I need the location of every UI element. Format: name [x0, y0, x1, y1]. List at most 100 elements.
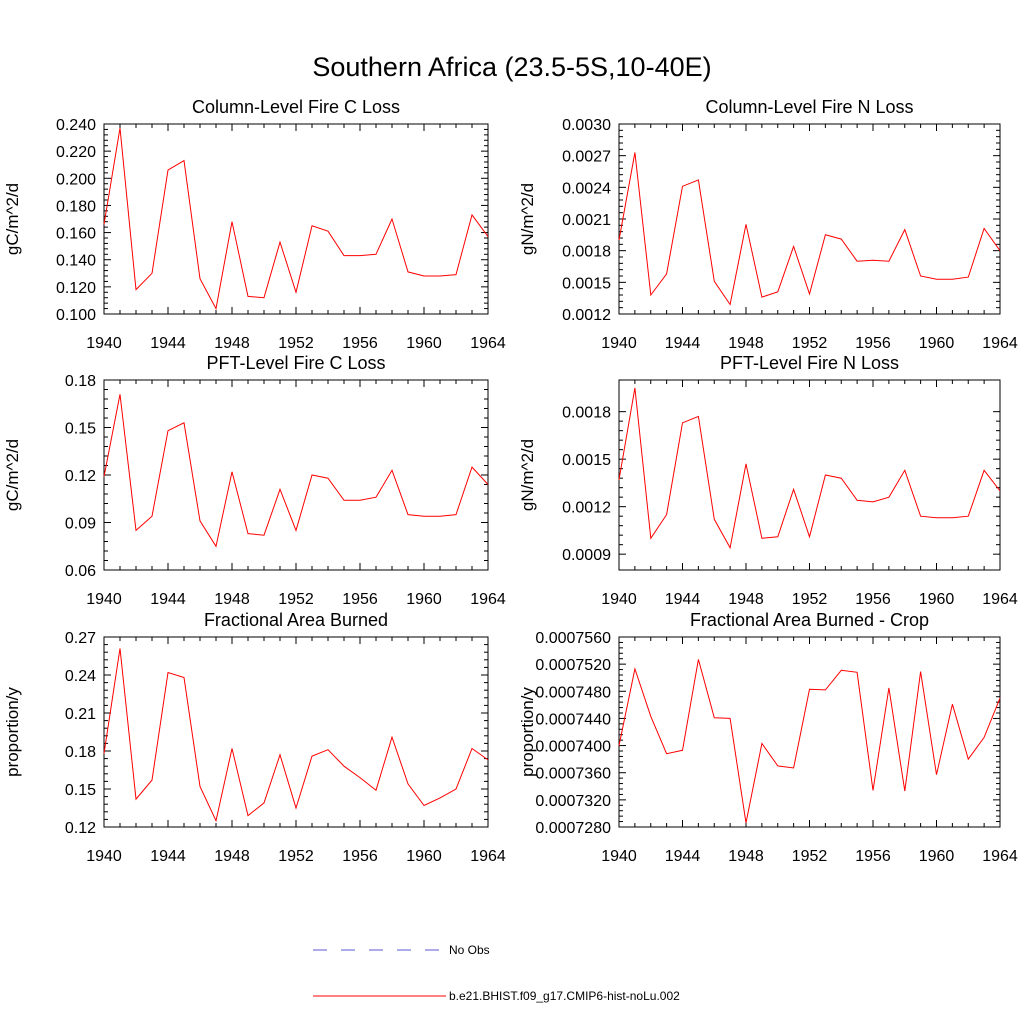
x-tick-label: 1952: [792, 335, 828, 352]
y-tick-label: 0.18: [65, 744, 96, 761]
y-axis-label: proportion/y: [518, 687, 537, 777]
y-tick-label: 0.240: [56, 117, 96, 134]
x-tick-label: 1940: [86, 848, 122, 865]
x-tick-label: 1956: [342, 335, 378, 352]
y-tick-label: 0.180: [56, 198, 96, 215]
x-tick-label: 1948: [214, 848, 250, 865]
x-tick-label: 1944: [150, 848, 186, 865]
panel-title: Fractional Area Burned: [204, 610, 388, 630]
y-tick-label: 0.0007480: [535, 684, 611, 701]
x-tick-label: 1944: [150, 591, 186, 608]
chart-panel-5: 1940 1944 1948 1952 1956 1960 1964 0.12 0.15 0.18…: [3, 610, 506, 865]
x-tick-label: 1960: [919, 335, 955, 352]
y-tick-label: 0.12: [65, 820, 96, 837]
y-tick-label: 0.12: [65, 468, 96, 485]
x-tick-label: 1956: [855, 335, 891, 352]
y-tick-label: 0.0018: [562, 405, 611, 422]
y-tick-label: 0.15: [65, 782, 96, 799]
y-tick-label: 0.0012: [562, 307, 611, 324]
y-tick-label: 0.0030: [562, 117, 611, 134]
x-tick-label: 1944: [150, 335, 186, 352]
x-tick-label: 1960: [406, 591, 442, 608]
x-tick-label: 1960: [919, 591, 955, 608]
chart-panel-3: 1940 1944 1948 1952 1956 1960 1964 0.06 0.09 0.12…: [3, 353, 506, 608]
x-tick-label: 1948: [728, 848, 764, 865]
series-line-1: [103, 394, 489, 548]
chart-panel-2: 1940 1944 1948 1952 1956 1960 1964 0.0012 0.0015…: [518, 97, 1018, 352]
y-tick-label: 0.0007360: [535, 766, 611, 783]
chart-panels: 1940 1944 1948 1952 1956 1960 1964 0.100 0.120 0.…: [3, 97, 1018, 865]
series-line-1: [618, 387, 1001, 550]
y-tick-label: 0.0007320: [535, 793, 611, 810]
y-tick-label: 0.15: [65, 421, 96, 438]
x-tick-label: 1940: [601, 591, 637, 608]
legend-label-no-obs: No Obs: [449, 943, 490, 957]
x-tick-label: 1964: [470, 335, 506, 352]
panel-title: Column-Level Fire N Loss: [705, 97, 913, 117]
chart-panel-6: 1940 1944 1948 1952 1956 1960 1964 0.0007280 0.0…: [518, 610, 1018, 865]
x-tick-label: 1940: [601, 848, 637, 865]
x-tick-label: 1944: [665, 848, 701, 865]
y-tick-label: 0.0027: [562, 149, 611, 166]
x-tick-label: 1964: [982, 335, 1018, 352]
x-tick-label: 1956: [855, 848, 891, 865]
figure-title: Southern Africa (23.5-5S,10-40E): [312, 52, 711, 82]
x-tick-label: 1948: [728, 591, 764, 608]
series-line-1: [618, 152, 1001, 306]
x-tick-label: 1952: [792, 848, 828, 865]
panel-title: PFT-Level Fire N Loss: [720, 353, 899, 373]
x-tick-label: 1948: [214, 591, 250, 608]
plot-frame: [103, 123, 489, 315]
y-tick-label: 0.09: [65, 516, 96, 533]
x-tick-label: 1948: [214, 335, 250, 352]
y-tick-label: 0.160: [56, 226, 96, 243]
x-tick-label: 1944: [665, 591, 701, 608]
y-tick-label: 0.0009: [562, 547, 611, 564]
series-line-1: [103, 128, 489, 311]
x-tick-label: 1964: [982, 591, 1018, 608]
x-tick-label: 1952: [278, 591, 314, 608]
legend: No Obs b.e21.BHIST.f09_g17.CMIP6-hist-no…: [313, 943, 680, 1003]
x-tick-label: 1964: [982, 848, 1018, 865]
y-tick-label: 0.120: [56, 280, 96, 297]
y-axis-label: gC/m^2/d: [3, 183, 22, 255]
x-tick-label: 1960: [919, 848, 955, 865]
x-tick-label: 1944: [665, 335, 701, 352]
panel-title: Column-Level Fire C Loss: [192, 97, 400, 117]
y-tick-label: 0.0007440: [535, 711, 611, 728]
y-tick-label: 0.220: [56, 144, 96, 161]
y-tick-label: 0.0024: [562, 180, 611, 197]
plot-frame: [103, 636, 489, 828]
series-line-1: [618, 659, 1001, 823]
panel-title: PFT-Level Fire C Loss: [206, 353, 385, 373]
y-axis-label: gC/m^2/d: [3, 439, 22, 511]
x-tick-label: 1952: [278, 335, 314, 352]
x-tick-label: 1956: [342, 591, 378, 608]
x-tick-label: 1952: [278, 848, 314, 865]
y-tick-label: 0.0007280: [535, 820, 611, 837]
y-tick-label: 0.200: [56, 171, 96, 188]
x-tick-label: 1960: [406, 335, 442, 352]
x-tick-label: 1964: [470, 848, 506, 865]
y-tick-label: 0.0007400: [535, 739, 611, 756]
y-tick-label: 0.0015: [562, 452, 611, 469]
y-tick-label: 0.0015: [562, 275, 611, 292]
y-tick-label: 0.0012: [562, 500, 611, 517]
chart-panel-4: 1940 1944 1948 1952 1956 1960 1964 0.0009 0.0012…: [518, 353, 1018, 608]
y-tick-label: 0.140: [56, 253, 96, 270]
panel-title: Fractional Area Burned - Crop: [690, 610, 929, 630]
y-tick-label: 0.100: [56, 307, 96, 324]
x-tick-label: 1956: [855, 591, 891, 608]
plot-frame: [618, 379, 1001, 571]
y-tick-label: 0.24: [65, 668, 96, 685]
y-axis-label: proportion/y: [3, 687, 22, 777]
y-tick-label: 0.0007560: [535, 630, 611, 647]
series-line-1: [103, 648, 489, 823]
x-tick-label: 1960: [406, 848, 442, 865]
y-axis-label: gN/m^2/d: [518, 183, 537, 255]
chart-panel-1: 1940 1944 1948 1952 1956 1960 1964 0.100 0.120 0.…: [3, 97, 506, 352]
y-axis-label: gN/m^2/d: [518, 439, 537, 511]
y-tick-label: 0.0021: [562, 212, 611, 229]
y-tick-label: 0.18: [65, 373, 96, 390]
